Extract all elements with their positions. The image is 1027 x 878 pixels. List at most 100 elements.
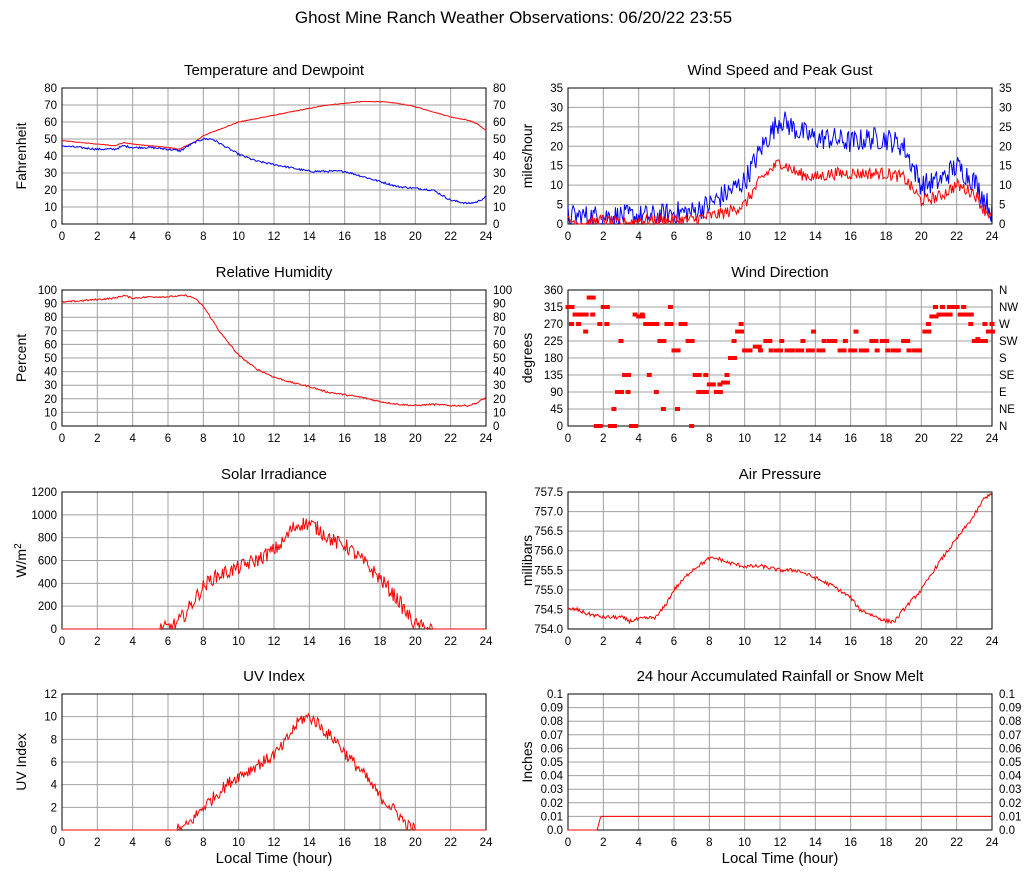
y-axis-label: UV Index (13, 733, 29, 791)
data-point (731, 339, 737, 343)
x-tick-label: 20 (915, 636, 928, 648)
x-tick-label: 14 (303, 231, 316, 243)
y-tick-label-right: 0.02 (999, 798, 1021, 810)
x-tick-label: 10 (232, 231, 245, 243)
data-point (657, 339, 663, 343)
data-point (565, 305, 571, 309)
y-tick-label: 30 (550, 102, 563, 114)
y-tick-label: 5 (557, 200, 563, 212)
data-point (636, 314, 642, 319)
y-tick-label: 400 (38, 578, 57, 590)
data-point (569, 305, 575, 309)
x-tick-label: 0 (565, 231, 571, 243)
y-tick-label-right: 60 (493, 117, 506, 129)
y-tick-label-right: 30 (493, 380, 506, 392)
y-tick-label: 35 (550, 83, 563, 95)
y-tick-label: 20 (44, 394, 57, 406)
y-tick-label: 135 (544, 370, 563, 382)
series-line (62, 100, 486, 150)
y-tick-label-right: 70 (493, 326, 506, 338)
x-tick-label: 12 (774, 636, 787, 648)
y-tick-label: 10 (44, 202, 57, 214)
x-tick-label: 8 (706, 231, 712, 243)
y-tick-label-right: 30 (999, 102, 1012, 114)
data-point (614, 390, 620, 394)
y-tick-label: 10 (44, 712, 57, 724)
x-tick-label: 18 (374, 231, 387, 243)
data-point (572, 312, 578, 317)
y-tick-label-right: 0 (999, 219, 1005, 231)
y-axis-label: Inches (519, 741, 535, 782)
data-point (678, 322, 684, 326)
y-tick-label: 754.0 (534, 624, 563, 636)
data-point (917, 348, 923, 353)
x-tick-label: 10 (232, 433, 245, 445)
y-tick-label-right: 20 (493, 185, 506, 197)
y-tick-label-right: 100 (493, 285, 512, 297)
x-tick-label: 22 (950, 231, 963, 243)
data-point (604, 322, 610, 326)
data-point (600, 305, 606, 309)
y-tick-label-right: 50 (493, 353, 506, 365)
x-tick-label: 8 (200, 433, 206, 445)
data-point (618, 390, 624, 394)
y-tick-label: 180 (544, 353, 563, 365)
y-tick-label-right: 10 (493, 407, 506, 419)
y-tick-label-right: 0.06 (999, 743, 1021, 755)
x-tick-label: 10 (738, 433, 751, 445)
data-point (576, 312, 582, 317)
data-point (964, 312, 970, 317)
data-point (837, 348, 843, 353)
x-tick-label: 20 (409, 636, 422, 648)
x-tick-label: 22 (444, 231, 457, 243)
y-tick-label: 45 (550, 404, 563, 416)
data-point (925, 322, 931, 326)
y-tick-label-right: 35 (999, 83, 1012, 95)
data-point (911, 348, 917, 353)
data-point (583, 329, 589, 334)
x-tick-label: 14 (303, 837, 316, 849)
data-point (890, 348, 896, 353)
data-point (777, 348, 783, 353)
x-tick-label: 22 (444, 837, 457, 849)
y-axis-label: Percent (13, 334, 29, 382)
y-tick-label: 15 (550, 161, 563, 173)
x-tick-label: 4 (635, 231, 642, 243)
y-tick-label: 0 (51, 219, 57, 231)
data-point (735, 329, 741, 334)
x-tick-label: 10 (738, 636, 751, 648)
x-tick-label: 24 (986, 231, 999, 243)
x-tick-label: 6 (671, 231, 677, 243)
y-tick-label: 6 (51, 757, 57, 769)
data-point (978, 339, 984, 343)
data-point (738, 322, 744, 326)
data-point (968, 312, 974, 317)
data-point (985, 329, 991, 334)
y-tick-label-right: 20 (493, 394, 506, 406)
y-tick-label-right: 80 (493, 312, 506, 324)
x-tick-label: 14 (809, 837, 822, 849)
x-tick-label: 24 (480, 837, 493, 849)
y-tick-label-right: 0.07 (999, 730, 1021, 742)
y-tick-label-right: 90 (493, 299, 506, 311)
x-tick-label: 12 (268, 231, 281, 243)
data-point (660, 407, 666, 411)
data-point (675, 348, 681, 353)
y-tick-label: 0.03 (541, 784, 563, 796)
data-point (841, 348, 847, 353)
data-point (713, 390, 719, 394)
data-point (710, 382, 716, 387)
data-point (989, 329, 995, 334)
chart-title: Wind Speed and Peak Gust (687, 62, 873, 79)
data-point (816, 348, 822, 353)
plot-frame (567, 491, 993, 630)
x-tick-label: 16 (844, 636, 857, 648)
y-tick-label-right: S (999, 353, 1007, 365)
y-tick-label-right: 0.03 (999, 784, 1021, 796)
y-tick-label: 755.5 (534, 565, 563, 577)
data-point (720, 380, 726, 385)
x-tick-label: 22 (950, 433, 963, 445)
y-tick-label: 30 (44, 168, 57, 180)
